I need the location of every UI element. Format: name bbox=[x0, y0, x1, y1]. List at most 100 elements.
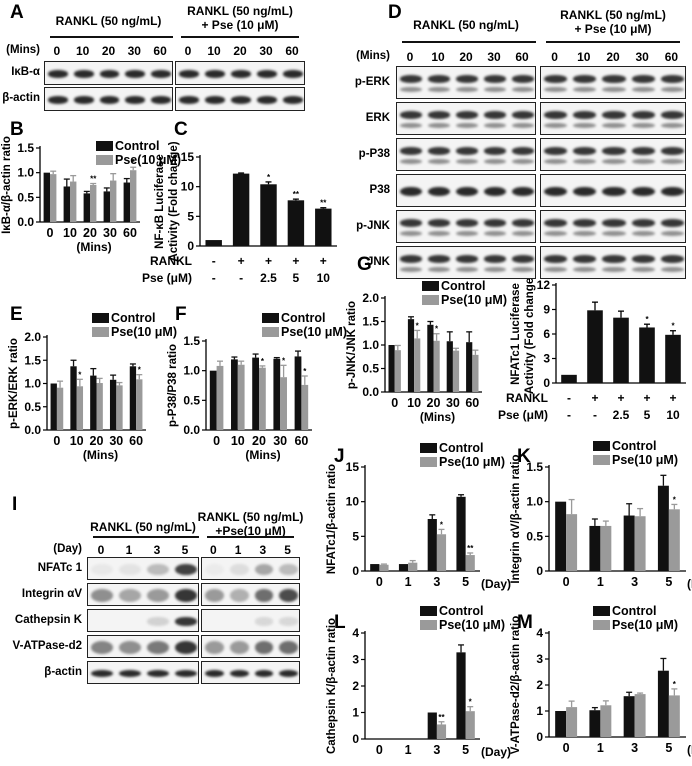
bar bbox=[252, 357, 259, 430]
protein-band bbox=[512, 147, 534, 155]
bar bbox=[83, 193, 90, 222]
x-tick-label: 3 bbox=[433, 743, 440, 757]
bar bbox=[600, 525, 612, 571]
protein-band bbox=[660, 219, 684, 227]
blot-row-label: ERK bbox=[365, 111, 390, 124]
legend-label: Pse(10 μM) bbox=[612, 453, 678, 467]
panel-label: J bbox=[334, 446, 345, 467]
bar bbox=[273, 358, 281, 430]
protein-band bbox=[602, 111, 626, 119]
y-tick-label: 0 bbox=[352, 732, 359, 746]
y-tick-label: 0.5 bbox=[362, 362, 379, 376]
bar bbox=[70, 366, 77, 430]
x-tick-label: 60 bbox=[123, 226, 137, 240]
significance-marker: * bbox=[132, 158, 136, 167]
protein-band bbox=[602, 186, 626, 197]
condition-header-rankl-pse: + Pse (10 μM) bbox=[201, 18, 279, 32]
panel-label: I bbox=[12, 494, 18, 515]
treatment-value: + bbox=[617, 391, 624, 405]
protein-band bbox=[456, 122, 478, 129]
treatment-value: 10 bbox=[666, 408, 680, 422]
blot-strip bbox=[87, 609, 199, 632]
blot-strip bbox=[87, 557, 199, 580]
legend-label: Control bbox=[281, 311, 325, 325]
legend-swatch bbox=[420, 620, 437, 630]
significance-marker: * bbox=[435, 325, 439, 334]
x-tick-label: 0 bbox=[391, 396, 398, 410]
protein-band bbox=[428, 86, 450, 93]
blot-row-label: β-actin bbox=[44, 665, 82, 678]
protein-band bbox=[484, 86, 506, 93]
panel-label: F bbox=[175, 304, 187, 325]
y-axis-label: p-ERK/ERK ratio bbox=[8, 338, 20, 429]
y-tick-label: 0 bbox=[536, 730, 543, 744]
treatment-value: - bbox=[567, 391, 571, 405]
x-tick-label: 3 bbox=[631, 575, 638, 589]
protein-band bbox=[631, 266, 655, 273]
treatment-value: 5 bbox=[293, 271, 300, 285]
bar bbox=[259, 367, 266, 430]
protein-band bbox=[512, 158, 534, 165]
lane-label: 1 bbox=[234, 543, 242, 557]
y-tick-label: 1 bbox=[352, 706, 359, 720]
protein-band bbox=[602, 266, 626, 273]
protein-band bbox=[660, 255, 684, 263]
protein-band bbox=[484, 266, 506, 273]
bar bbox=[407, 319, 415, 392]
y-tick-label: 1.0 bbox=[24, 377, 41, 391]
x-tick-label: 20 bbox=[90, 434, 104, 448]
legend-label: Control bbox=[111, 311, 155, 325]
treatment-row-label: Pse (μM) bbox=[142, 271, 192, 285]
protein-band bbox=[400, 122, 422, 129]
panel-label: D bbox=[388, 2, 402, 23]
y-tick-label: 0 bbox=[352, 564, 359, 578]
blot-strip bbox=[87, 635, 199, 658]
protein-band bbox=[573, 255, 597, 263]
protein-band bbox=[544, 266, 568, 273]
x-tick-label: 10 bbox=[231, 434, 245, 448]
protein-band bbox=[512, 122, 534, 129]
protein-band bbox=[229, 670, 249, 677]
bar bbox=[237, 364, 245, 430]
treatment-row-label: RANKL bbox=[150, 254, 192, 268]
bar bbox=[465, 711, 475, 739]
protein-band bbox=[631, 255, 655, 263]
blot-strip bbox=[540, 102, 686, 135]
bar bbox=[50, 174, 57, 222]
legend-swatch bbox=[593, 620, 610, 630]
x-tick-label: 5 bbox=[665, 575, 672, 589]
protein-band bbox=[283, 70, 303, 78]
protein-band bbox=[279, 670, 298, 677]
x-tick-label: 5 bbox=[665, 741, 672, 755]
protein-band bbox=[175, 589, 197, 602]
time-axis-label: (Mins) bbox=[356, 50, 390, 62]
protein-band bbox=[73, 96, 94, 104]
protein-band bbox=[602, 230, 626, 237]
protein-band bbox=[205, 70, 225, 78]
protein-band bbox=[119, 563, 141, 576]
x-tick-label: 1 bbox=[405, 575, 412, 589]
protein-band bbox=[660, 86, 684, 93]
protein-band bbox=[456, 158, 478, 165]
bar bbox=[90, 375, 97, 430]
protein-band bbox=[602, 158, 626, 165]
protein-band bbox=[573, 86, 597, 93]
blot-strip bbox=[44, 87, 173, 111]
bar bbox=[103, 191, 110, 222]
bar bbox=[436, 534, 447, 571]
y-tick-label: 4 bbox=[536, 626, 543, 640]
protein-band bbox=[484, 75, 506, 83]
bar bbox=[555, 711, 567, 737]
y-axis-label: p-JNK/JNK ratio bbox=[346, 301, 358, 389]
significance-marker: * bbox=[673, 495, 677, 504]
y-tick-label: 0 bbox=[187, 239, 194, 253]
protein-band bbox=[119, 670, 141, 677]
bar bbox=[587, 310, 603, 383]
y-axis-label: NFATc1/β-actin ratio bbox=[326, 464, 338, 574]
lane-label: 0 bbox=[184, 44, 192, 58]
x-axis-label: (Day) bbox=[687, 577, 692, 591]
bar bbox=[613, 317, 629, 383]
y-tick-label: 6 bbox=[543, 327, 550, 341]
bar bbox=[472, 354, 479, 392]
protein-band bbox=[400, 255, 422, 263]
